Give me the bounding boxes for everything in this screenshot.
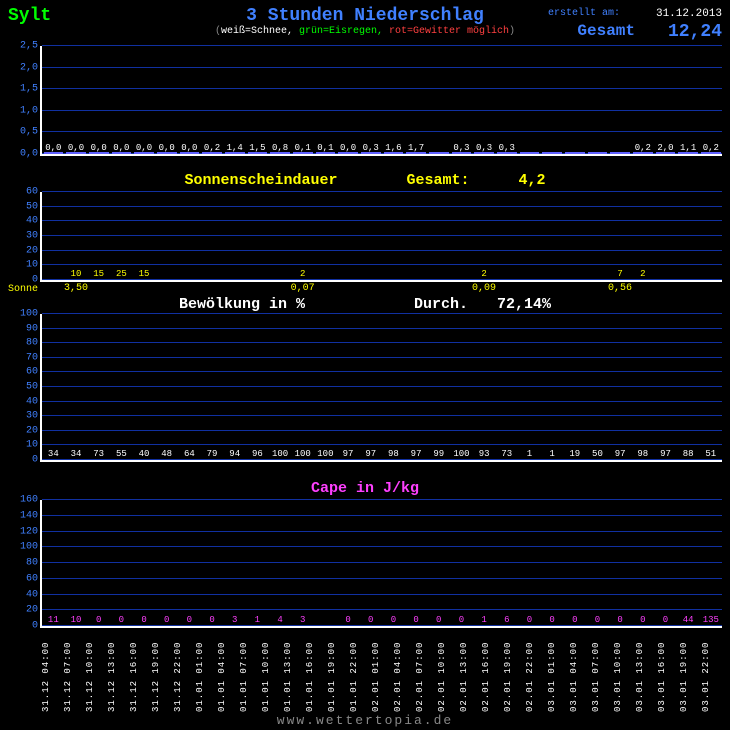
x-axis-labels: 31.12 04:0031.12 07:0031.12 10:0031.12 1…: [40, 652, 722, 712]
sun-panel: 01020304050601015251522723,500,070,090,5…: [8, 192, 722, 282]
sun-title-row: Sonnenscheindauer Gesamt: 4,2: [0, 172, 730, 189]
sun-total-value: 4,2: [519, 172, 546, 189]
created-label: erstellt am:: [548, 8, 620, 19]
sun-total-label: Gesamt:: [407, 172, 470, 189]
precip-panel: 0,00,51,01,52,02,50,00,00,00,00,00,00,00…: [8, 46, 722, 156]
header: Sylt 3 Stunden Niederschlag (weiß=Schnee…: [0, 4, 730, 42]
total-label: Gesamt: [577, 22, 635, 40]
cloud-avg-label: Durch.: [414, 296, 468, 313]
sun-title: Sonnenscheindauer: [184, 172, 337, 189]
cloud-title: Bewölkung in %: [179, 296, 305, 313]
cape-panel: 0204060801001201401601110000000314300000…: [8, 500, 722, 628]
cloud-panel: 0102030405060708090100343473554048647994…: [8, 314, 722, 462]
cloud-avg-value: 72,14%: [497, 296, 551, 313]
cloud-title-row: Bewölkung in % Durch. 72,14%: [0, 296, 730, 313]
cape-title: Cape in J/kg: [0, 480, 730, 497]
footer-url: www.wettertopia.de: [0, 713, 730, 728]
sonne-axis-label: Sonne: [8, 284, 38, 295]
created-date: 31.12.2013: [656, 8, 722, 20]
total-value: 12,24: [668, 22, 722, 42]
